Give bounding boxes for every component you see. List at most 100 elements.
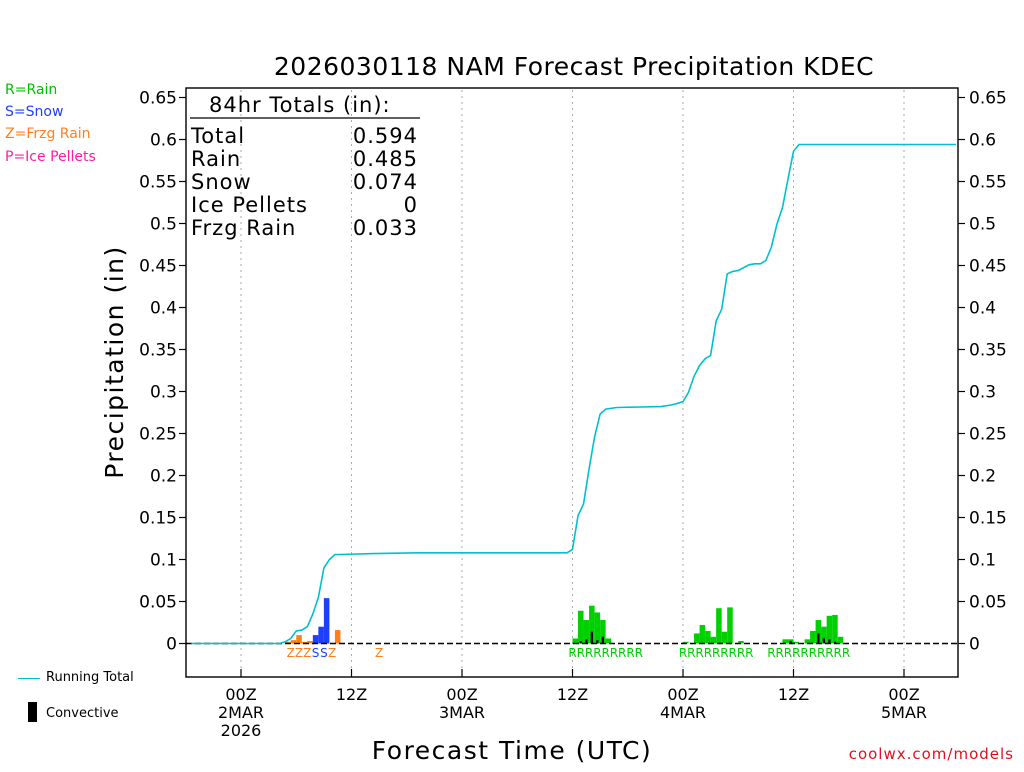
precip-type-label: R xyxy=(610,646,618,660)
x-tick-label: 00Z xyxy=(667,685,698,704)
legend-convective: Convective xyxy=(46,706,119,721)
convective-bar xyxy=(596,640,599,644)
precip-type-label: R xyxy=(745,646,753,660)
x-tick-label: 00Z xyxy=(888,685,919,704)
convective-bars xyxy=(579,631,837,644)
y-tick-label-left: 0.55 xyxy=(139,173,177,193)
totals-row-label: Snow xyxy=(191,170,252,194)
convective-bar xyxy=(789,640,792,644)
x-tick-label: 5MAR xyxy=(881,703,927,722)
y-tick-label-right: 0.05 xyxy=(969,593,1007,613)
x-tick-label: 12Z xyxy=(336,685,367,704)
precip-bars xyxy=(285,598,844,644)
precip-bar-rain xyxy=(594,612,601,644)
precip-type-label: S xyxy=(320,646,328,660)
precip-type-label: R xyxy=(834,646,842,660)
running-total-swatch xyxy=(18,678,40,679)
precip-type-label: R xyxy=(737,646,745,660)
totals-row-label: Rain xyxy=(191,147,241,171)
totals-row-value: 0 xyxy=(404,193,418,217)
y-tick-label-right: 0.45 xyxy=(969,257,1007,277)
precip-type-label: R xyxy=(825,646,833,660)
y-tick-label-right: 0.35 xyxy=(969,341,1007,361)
y-tick-label-left: 0.6 xyxy=(150,131,177,151)
y-tick-label-right: 0 xyxy=(969,635,980,655)
totals-row-value: 0.033 xyxy=(353,216,418,240)
y-tick-label-left: 0 xyxy=(166,635,177,655)
precip-type-label: R xyxy=(695,646,703,660)
convective-bar xyxy=(579,640,582,644)
convective-bar xyxy=(601,636,604,644)
precip-type-label: R xyxy=(585,646,593,660)
precip-bar-rain xyxy=(683,641,689,644)
precip-bar-rain xyxy=(810,630,816,644)
precip-bar-rain xyxy=(815,619,822,644)
x-tick-label: 00Z xyxy=(446,685,477,704)
convective-bar xyxy=(833,641,837,644)
legend-freezing-rain: Z=Frzg Rain xyxy=(5,126,91,142)
precip-bar-rain xyxy=(793,641,800,644)
precip-type-label: Z xyxy=(303,646,311,660)
precip-bar-rain xyxy=(572,638,579,644)
y-tick-label-right: 0.65 xyxy=(969,89,1007,109)
precip-bar-rain xyxy=(699,625,706,644)
totals-rows: Total 0.594 Rain 0.485 Snow 0.074 Ice Pellets 0… xyxy=(190,124,418,240)
y-tick-label-left: 0.2 xyxy=(150,467,177,487)
precip-bar-frzg xyxy=(307,640,313,644)
y-axis-left: 0.65 0.6 0.55 0.5 0.45 0.4 0.35 0.3 0.25 0.2 0.15 0… xyxy=(139,89,186,655)
legend-snow: S=Snow xyxy=(5,104,64,120)
y-tick-label-right: 0.3 xyxy=(969,383,996,403)
convective-bar xyxy=(817,633,820,644)
y-tick-label-right: 0.25 xyxy=(969,425,1007,445)
legend-running-total: Running Total xyxy=(46,670,134,685)
y-tick-label-left: 0.3 xyxy=(150,383,177,403)
precip-type-label: Z xyxy=(375,646,383,660)
totals-header: 84hr Totals (in): xyxy=(209,93,391,117)
precip-bar-rain xyxy=(705,630,711,644)
x-tick-label: 3MAR xyxy=(439,703,485,722)
precip-bar-snow xyxy=(318,626,324,644)
y-tick-label-left: 0.45 xyxy=(139,257,177,277)
precip-bar-rain xyxy=(727,607,733,644)
precip-bar-frzg xyxy=(301,641,308,644)
precip-type-label: R xyxy=(618,646,626,660)
y-tick-label-right: 0.5 xyxy=(969,215,996,235)
precip-type-label: R xyxy=(809,646,817,660)
precip-type-label: R xyxy=(767,646,775,660)
totals-row-label: Frzg Rain xyxy=(191,216,296,240)
precip-type-label: R xyxy=(687,646,695,660)
precip-bar-rain xyxy=(605,638,612,644)
precip-type-label: R xyxy=(626,646,634,660)
y-tick-label-left: 0.1 xyxy=(150,551,177,571)
precip-type-label: R xyxy=(568,646,576,660)
precip-bar-rain xyxy=(716,608,722,644)
y-tick-label-left: 0.15 xyxy=(139,509,177,529)
y-tick-label-right: 0.55 xyxy=(969,173,1007,193)
totals-box: 84hr Totals (in): Total 0.594 Rain 0.485 Sno… xyxy=(190,93,420,240)
y-tick-label-left: 0.05 xyxy=(139,593,177,613)
y-tick-label-left: 0.4 xyxy=(150,299,177,319)
precip-type-label: R xyxy=(704,646,712,660)
y-tick-label-right: 0.4 xyxy=(969,299,996,319)
precip-bar-rain xyxy=(738,640,744,644)
y-tick-label-right: 0.6 xyxy=(969,131,996,151)
precip-type-label: R xyxy=(593,646,601,660)
precip-bar-rain xyxy=(832,614,838,644)
precip-type-label: R xyxy=(712,646,720,660)
precip-type-label: R xyxy=(729,646,737,660)
precip-type-label: R xyxy=(784,646,792,660)
precip-type-label: R xyxy=(800,646,808,660)
precip-bar-rain xyxy=(826,615,833,644)
precip-bar-rain xyxy=(710,636,717,644)
precip-bar-rain xyxy=(694,633,700,644)
precip-type-label: R xyxy=(679,646,687,660)
x-tick-label: 12Z xyxy=(557,685,588,704)
precip-bar-rain xyxy=(600,619,606,644)
precip-bar-rain xyxy=(821,626,827,644)
gridlines xyxy=(240,90,905,677)
precip-bar-frzg xyxy=(334,630,341,644)
y-tick-label-right: 0.2 xyxy=(969,467,996,487)
